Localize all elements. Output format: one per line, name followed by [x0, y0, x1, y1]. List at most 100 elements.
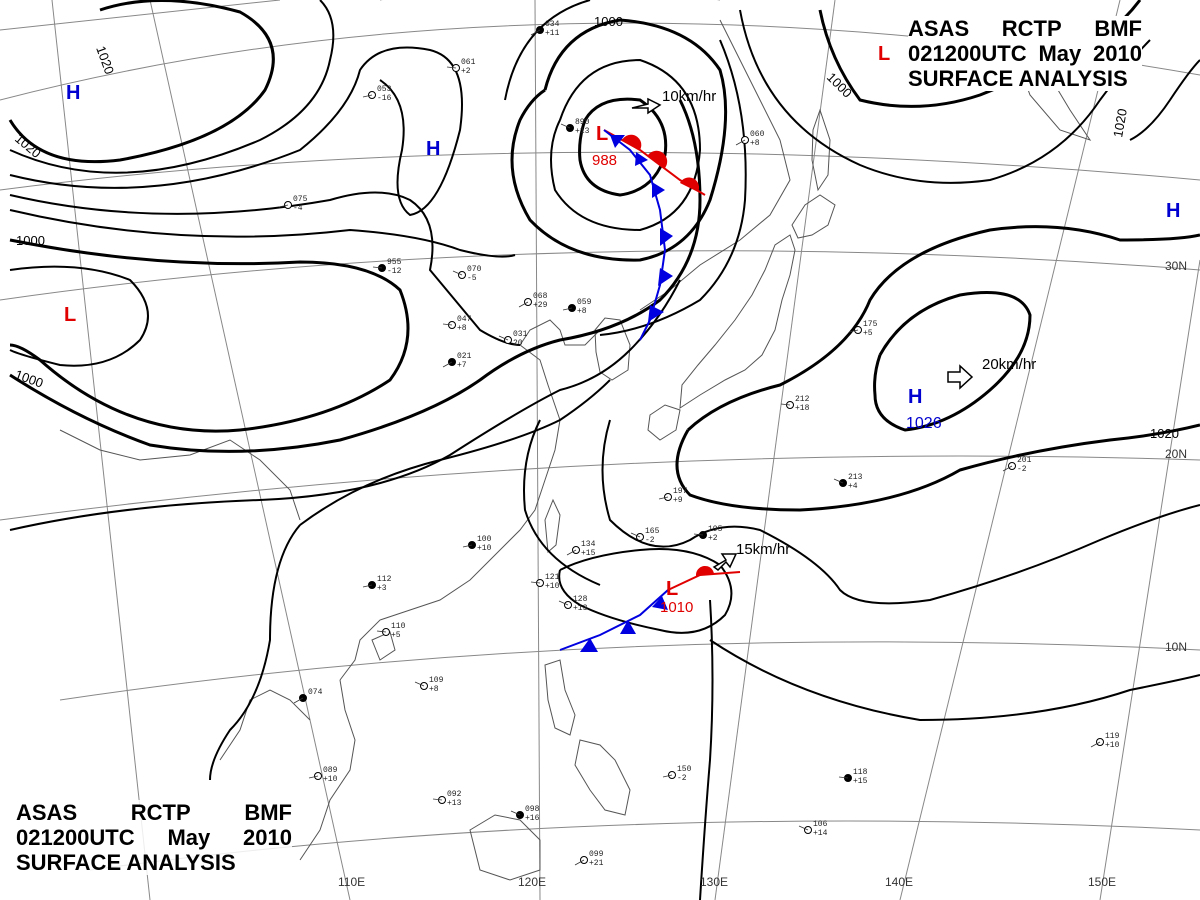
station-tendency: -4 [293, 204, 303, 213]
isobar-big-south [209, 379, 611, 781]
station-plot: 061+2 [446, 58, 476, 76]
station-pressure: 195 [708, 525, 723, 534]
station-plot: 098+16 [510, 805, 540, 823]
lat-label: 20N [1165, 447, 1187, 461]
isobar-ne-2 [739, 9, 1151, 184]
cold-front-triangle [580, 638, 598, 652]
coast-tibet-range [59, 429, 301, 521]
station-plot: 074 [293, 688, 323, 704]
coast-borneo [469, 814, 541, 881]
station-pressure: 070 [467, 265, 482, 274]
isobar-label: 1020 [1110, 107, 1130, 138]
station-tendency: +16 [525, 814, 540, 823]
meridian-nw [0, 0, 281, 31]
coast-japan-honshu [679, 234, 796, 409]
station-plot: 110+5 [376, 622, 406, 640]
station-tendency: +15 [581, 549, 596, 558]
high-symbol-east: H [1166, 200, 1180, 222]
station-tendency: +2 [461, 67, 471, 76]
wind-barb [518, 301, 529, 308]
station-pressure: 110 [391, 622, 406, 631]
isobar-1010-ring [558, 548, 733, 634]
wind-barb [838, 776, 849, 779]
wind-barb [372, 266, 383, 269]
isobar-1000-west-closed [9, 265, 149, 367]
high-value-pacific: 1026 [906, 415, 942, 432]
station-pressure: 197 [673, 487, 688, 496]
parallel-10n [59, 641, 1200, 701]
station-pressure: 060 [750, 130, 765, 139]
meridian-140e [899, 0, 1121, 900]
coast-taiwan [544, 498, 561, 554]
isobar-nw-2 [9, 46, 463, 217]
station-tendency: -12 [387, 267, 402, 276]
isobars [8, 0, 1200, 900]
isobar-1000-west [9, 238, 410, 433]
isobar-label: 1000 [16, 233, 45, 248]
warm-front-bump [680, 177, 700, 192]
wind-barb [798, 825, 809, 831]
station-tendency: +18 [795, 404, 810, 413]
meridian-150e [1099, 259, 1200, 900]
isobar-1010-outer [523, 419, 601, 586]
wind-barb [498, 335, 509, 341]
station-pressure: 047 [457, 315, 472, 324]
speed-label-south: 15km/hr [736, 541, 790, 558]
warm-front-north [603, 129, 706, 196]
station-plot: 075-4 [278, 195, 308, 213]
station-tendency: 20 [513, 339, 523, 348]
station-plot: 213+4 [833, 473, 863, 491]
station-tendency: +21 [589, 859, 604, 868]
high-symbol-pacific: H [908, 386, 922, 408]
title-row-1: ASAS RCTP BMF [908, 16, 1142, 41]
wind-barb [574, 859, 585, 866]
wind-barb [566, 549, 577, 556]
station-tendency: +13 [447, 799, 462, 808]
station-plot: 106+14 [798, 820, 828, 838]
pressure-centers: L 988 L 1010 H 1026 H H H L L [64, 43, 1180, 616]
coast-hokkaido [791, 194, 836, 239]
isobar-1026-high [873, 291, 1032, 432]
isobar-1000-north [510, 18, 728, 262]
wind-barb [630, 532, 641, 538]
title-station: RCTP [130, 800, 191, 825]
station-plot: 100+10 [462, 535, 492, 553]
low-symbol-top-right: L [878, 43, 890, 65]
title-row-2: 021200UTC May 2010 [16, 825, 292, 850]
station-pressure: 099 [589, 850, 604, 859]
station-tendency: +13 [573, 604, 588, 613]
low-value-north: 988 [592, 152, 617, 169]
wind-barb [452, 270, 463, 276]
station-plot: 053-16 [362, 85, 392, 103]
title-description: SURFACE ANALYSIS [16, 850, 236, 875]
coast-philippines-luzon [544, 659, 576, 736]
cold-front-triangle [652, 596, 668, 610]
isobar-east-south [699, 599, 1200, 900]
lon-label: 150E [1088, 875, 1116, 889]
wind-barb [558, 600, 569, 606]
motion-arrow-north-low [631, 97, 662, 115]
lon-label: 120E [518, 875, 546, 889]
station-plot: 092+13 [432, 790, 462, 808]
cold-front-triangle [658, 268, 673, 286]
wind-barb [278, 204, 289, 208]
station-pressure: 061 [461, 58, 476, 67]
title-row-2: 021200UTC May 2010 [908, 41, 1142, 66]
station-plot: 060+8 [735, 130, 765, 148]
title-year: 2010 [243, 825, 292, 850]
meridian-120e [534, 0, 541, 900]
station-tendency: -2 [1017, 465, 1027, 474]
warm-front-south [667, 565, 741, 591]
wind-barb [693, 533, 704, 536]
station-pressure: 119 [1105, 732, 1120, 741]
high-symbol-west-mid: H [426, 138, 440, 160]
title-row-3: SURFACE ANALYSIS [16, 850, 292, 875]
title-block-top: ASAS RCTP BMF 021200UTC May 2010 SURFACE… [908, 16, 1142, 91]
station-plot: 150-2 [662, 765, 692, 783]
station-plot: 165-2 [630, 527, 660, 545]
cold-front-line-south [559, 589, 669, 651]
low-symbol-south: L [666, 578, 678, 600]
station-plot: 197+9 [658, 487, 688, 505]
isobar-label: 1000 [594, 14, 623, 29]
